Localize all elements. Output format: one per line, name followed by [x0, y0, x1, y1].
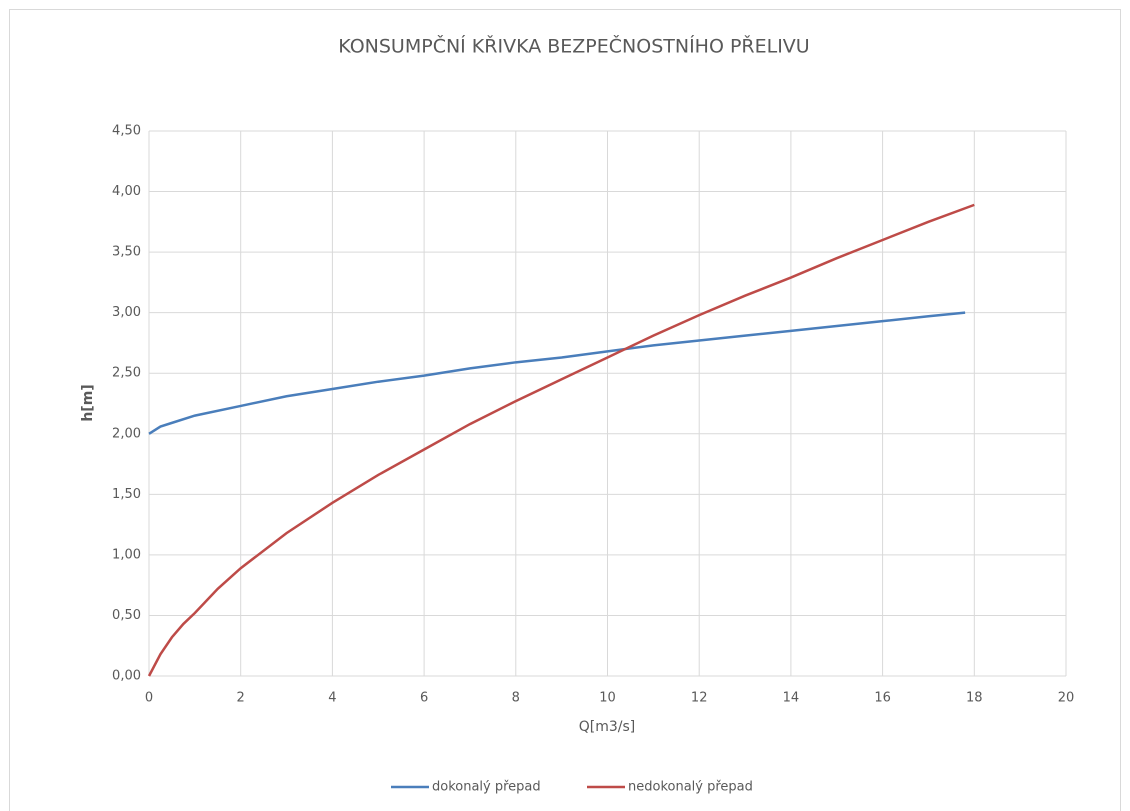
y-tick-label: 1,00	[112, 547, 141, 562]
chart-border	[9, 9, 1121, 811]
series-line	[147, 203, 975, 677]
x-tick-label: 14	[783, 691, 800, 706]
y-tick-label: 3,50	[112, 245, 141, 260]
legend-label: nedokonalý přepad	[628, 780, 753, 795]
y-tick-label: 2,50	[112, 366, 141, 381]
y-tick-label: 0,50	[112, 608, 141, 623]
x-tick-label: 20	[1058, 691, 1075, 706]
x-tick-label: 12	[691, 691, 708, 706]
y-tick-label: 2,00	[112, 426, 141, 441]
y-tick-label: 4,50	[112, 124, 141, 139]
x-axis-label: Q[m3/s]	[579, 719, 636, 735]
y-tick-label: 4,00	[112, 184, 141, 199]
x-tick-label: 8	[512, 691, 520, 706]
series-line	[148, 311, 966, 435]
x-tick-label: 18	[966, 691, 983, 706]
legend-label: dokonalý přepad	[432, 780, 541, 795]
y-axis-label: h[m]	[80, 384, 96, 421]
x-tick-label: 10	[599, 691, 616, 706]
x-tick-label: 2	[237, 691, 245, 706]
x-tick-label: 4	[328, 691, 336, 706]
x-tick-label: 0	[145, 691, 153, 706]
chart-title: KONSUMPČNÍ KŘIVKA BEZPEČNOSTNÍHO PŘELIVU	[338, 34, 809, 58]
y-tick-label: 1,50	[112, 487, 141, 502]
x-tick-label: 6	[420, 691, 428, 706]
y-tick-label: 3,00	[112, 305, 141, 320]
y-tick-label: 0,00	[112, 669, 141, 684]
x-tick-label: 16	[874, 691, 891, 706]
